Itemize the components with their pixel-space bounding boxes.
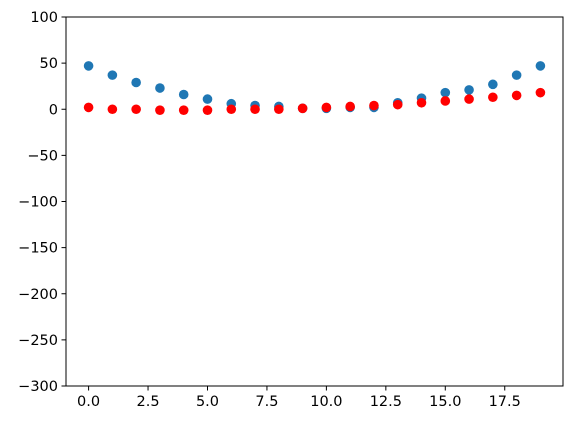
x-tick-label: 12.5 [370, 394, 402, 410]
plot-area-frame [65, 16, 564, 387]
series-2-point-18 [511, 90, 522, 101]
series-2-point-17 [488, 92, 498, 103]
series-1-point-4 [178, 89, 189, 100]
data-points [83, 61, 546, 115]
series-1-point-5 [202, 94, 213, 104]
y-axis: 100 50 0 −50 −100 −150 −200 −250 −300 [18, 10, 66, 395]
series-1-point-18 [511, 70, 522, 80]
y-tick-label: 0 [49, 102, 58, 118]
x-tick-label: 0.0 [77, 394, 100, 410]
series-2-point-7 [250, 104, 260, 115]
y-tick-label: −300 [18, 379, 58, 395]
y-tick-label: 50 [40, 56, 58, 72]
series-2-point-16 [464, 94, 474, 104]
series-2-point-2 [131, 104, 141, 115]
x-tick-label: 5.0 [196, 394, 219, 410]
y-tick-label: 100 [30, 10, 58, 26]
y-tick-label: −150 [18, 241, 58, 257]
x-tick-label: 7.5 [255, 394, 278, 410]
series-2-point-1 [107, 104, 118, 115]
series-2-point-19 [535, 87, 546, 98]
y-tick-label: −200 [18, 287, 58, 303]
series-1-point-0 [83, 61, 94, 71]
series-2-point-6 [226, 104, 237, 115]
x-axis: 0.0 2.5 5.0 7.5 10.0 12.5 15.0 17.5 [77, 386, 521, 410]
series-2-point-5 [202, 105, 213, 115]
series-1-point-17 [488, 79, 498, 90]
y-tick-label: −250 [18, 333, 58, 349]
x-tick-label: 2.5 [137, 394, 160, 410]
series-2-point-3 [155, 105, 165, 115]
series-2-point-10 [321, 102, 332, 113]
x-tick-label: 15.0 [429, 394, 461, 410]
series-1-point-2 [131, 77, 141, 88]
series-2-point-8 [274, 104, 284, 115]
series-2-point-11 [345, 101, 355, 112]
y-tick-label: −100 [18, 195, 58, 211]
series-1-point-1 [107, 70, 118, 80]
series-1-point-15 [440, 87, 451, 98]
series-1-point-19 [535, 61, 546, 71]
y-tick-label: −50 [27, 148, 58, 164]
x-tick-label: 17.5 [489, 394, 521, 410]
series-2-point-9 [297, 103, 308, 114]
series-2-point-0 [83, 102, 94, 113]
series-2-point-15 [440, 96, 451, 106]
series-1-point-16 [464, 85, 474, 95]
series-2-point-4 [178, 105, 189, 115]
x-tick-label: 10.0 [310, 394, 342, 410]
series-2-point-14 [416, 97, 427, 108]
series-1-point-3 [155, 83, 165, 93]
series-2-point-12 [369, 100, 379, 111]
series-2-point-13 [392, 99, 403, 110]
